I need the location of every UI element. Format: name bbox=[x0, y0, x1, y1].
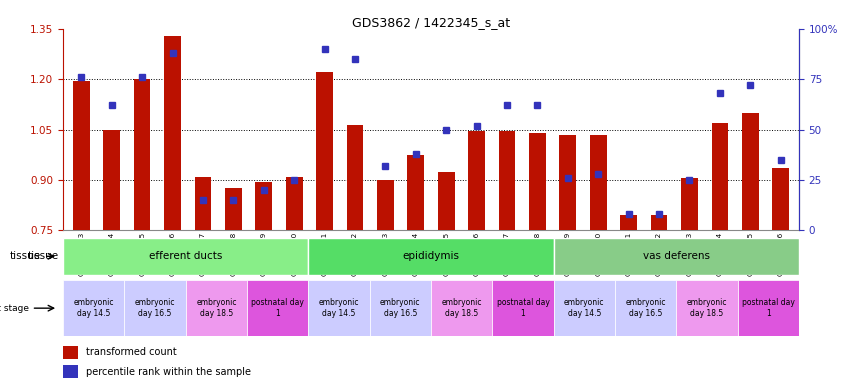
Bar bbox=[194, 177, 211, 230]
Bar bbox=[63, 238, 309, 275]
Text: postnatal day
1: postnatal day 1 bbox=[496, 298, 549, 318]
Text: postnatal day
1: postnatal day 1 bbox=[742, 298, 795, 318]
Text: embryonic
day 14.5: embryonic day 14.5 bbox=[73, 298, 114, 318]
Text: postnatal day
1: postnatal day 1 bbox=[251, 298, 304, 318]
Bar bbox=[499, 131, 516, 230]
Bar bbox=[309, 280, 370, 336]
Bar bbox=[124, 280, 186, 336]
Bar bbox=[676, 280, 738, 336]
Bar bbox=[134, 79, 151, 230]
Bar bbox=[186, 280, 247, 336]
Bar bbox=[377, 180, 394, 230]
Bar bbox=[63, 280, 124, 336]
Bar bbox=[225, 189, 241, 230]
Bar bbox=[309, 238, 553, 275]
Bar bbox=[316, 73, 333, 230]
Text: embryonic
day 14.5: embryonic day 14.5 bbox=[319, 298, 359, 318]
Title: GDS3862 / 1422345_s_at: GDS3862 / 1422345_s_at bbox=[352, 16, 510, 29]
Text: embryonic
day 18.5: embryonic day 18.5 bbox=[442, 298, 482, 318]
Text: embryonic
day 16.5: embryonic day 16.5 bbox=[626, 298, 666, 318]
Bar bbox=[742, 113, 759, 230]
Bar bbox=[407, 155, 424, 230]
Bar bbox=[103, 130, 120, 230]
Text: embryonic
day 18.5: embryonic day 18.5 bbox=[196, 298, 236, 318]
Bar bbox=[468, 131, 485, 230]
Text: tissue: tissue bbox=[28, 251, 59, 262]
Bar bbox=[590, 135, 606, 230]
Text: embryonic
day 18.5: embryonic day 18.5 bbox=[687, 298, 727, 318]
Bar bbox=[431, 280, 492, 336]
Bar bbox=[492, 280, 553, 336]
Bar bbox=[73, 81, 90, 230]
Bar bbox=[247, 280, 309, 336]
Bar bbox=[438, 172, 455, 230]
Text: tissue: tissue bbox=[10, 251, 41, 262]
Text: efferent ducts: efferent ducts bbox=[149, 251, 222, 262]
Bar bbox=[63, 365, 77, 378]
Text: transformed count: transformed count bbox=[86, 347, 177, 358]
Bar bbox=[651, 215, 668, 230]
Text: epididymis: epididymis bbox=[403, 251, 459, 262]
Bar bbox=[553, 280, 615, 336]
Bar bbox=[164, 36, 181, 230]
Bar bbox=[621, 215, 637, 230]
Bar bbox=[286, 177, 303, 230]
Text: embryonic
day 14.5: embryonic day 14.5 bbox=[564, 298, 605, 318]
Bar bbox=[370, 280, 431, 336]
Bar bbox=[256, 182, 272, 230]
Bar bbox=[346, 124, 363, 230]
Bar bbox=[63, 346, 77, 359]
Bar bbox=[681, 178, 698, 230]
Bar bbox=[738, 280, 799, 336]
Bar bbox=[553, 238, 799, 275]
Bar bbox=[772, 168, 789, 230]
Bar bbox=[615, 280, 676, 336]
Bar bbox=[559, 135, 576, 230]
Bar bbox=[711, 123, 728, 230]
Text: development stage: development stage bbox=[0, 304, 29, 313]
Text: vas deferens: vas deferens bbox=[643, 251, 710, 262]
Text: percentile rank within the sample: percentile rank within the sample bbox=[86, 366, 251, 377]
Text: embryonic
day 16.5: embryonic day 16.5 bbox=[135, 298, 175, 318]
Text: embryonic
day 16.5: embryonic day 16.5 bbox=[380, 298, 420, 318]
Bar bbox=[529, 133, 546, 230]
